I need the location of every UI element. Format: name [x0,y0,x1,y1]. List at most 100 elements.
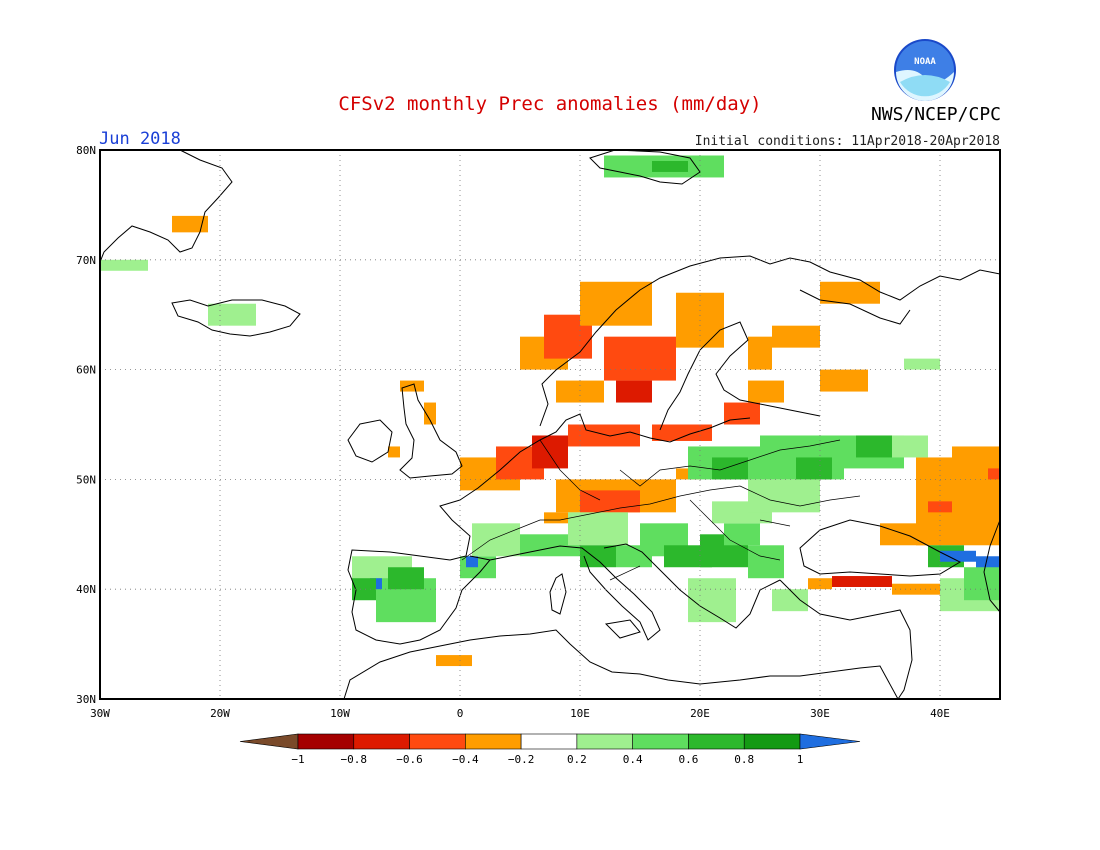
coast-sicily [604,619,641,639]
legend-tick-label: 0.2 [567,753,587,766]
anomaly-cell [532,435,568,469]
coast-italy [489,545,661,641]
anomaly-cell [820,281,880,304]
lon-tick-label: 10E [570,707,590,720]
legend-arrow-high [799,733,861,750]
coast-turkey [779,579,913,700]
legend-tick-label: 0.4 [623,753,643,766]
legend-tick-label: −0.8 [341,753,368,766]
anomaly-cell [832,576,892,588]
agency-label: NWS/NCEP/CPC [871,104,1001,125]
anomaly-cell [568,512,628,546]
anomaly-cell [892,435,928,458]
month-label: Jun 2018 [99,129,181,149]
legend-tick-label: −0.4 [452,753,479,766]
coast-white-sea [799,289,911,325]
anomaly-cell [940,550,976,562]
lat-tick-label: 80N [76,144,96,157]
lon-tick-label: 40E [930,707,950,720]
anomaly-cell [580,490,640,513]
legend-tick-label: 0.6 [679,753,699,766]
lat-tick-label: 40N [76,583,96,596]
anomaly-cell [688,578,736,623]
lon-tick-label: 30W [90,707,110,720]
anomaly-cell [856,435,892,458]
anomaly-cell [808,578,832,590]
longitude-labels: 30W 20W 10W 0 10E 20E 30E 40E [90,707,950,720]
anomaly-cell [724,523,760,546]
coast-svalbard [589,149,701,185]
anomaly-cell [352,578,376,601]
anomaly-cell [544,512,580,524]
coast-caspian [983,519,1001,613]
legend-swatch [688,733,745,750]
coast-iberia [347,549,491,645]
anomaly-cell [388,446,400,458]
legend-swatch [743,733,801,750]
lon-tick-label: 20W [210,707,230,720]
lat-tick-label: 70N [76,254,96,267]
legend-swatch [632,733,689,750]
noaa-logo-text: NOAA [914,57,936,67]
anomaly-cell [928,501,952,513]
coast-ireland [347,419,393,463]
lon-tick-label: 0 [457,707,464,720]
coast-black-sea [799,519,962,577]
noaa-logo-icon: NOAA [894,39,956,101]
lat-tick-label: 50N [76,473,96,486]
anomaly-cell [748,479,820,513]
anomaly-cell [748,336,772,370]
anomaly-cell [388,567,424,590]
anomaly-cell [466,556,478,568]
legend-swatch [297,733,355,750]
coast-gulf-bothnia [659,321,821,431]
color-legend: −1 −0.8 −0.6 −0.4 −0.2 0.2 0.4 0.6 0.8 1 [239,733,861,766]
legend-swatch [465,733,522,750]
legend-tick-label: −0.6 [396,753,423,766]
legend-arrow-low [239,733,299,750]
anomaly-cell [580,545,616,568]
anomaly-cell [904,358,940,370]
anomaly-cell [724,402,760,425]
legend-swatch [520,733,578,750]
legend-tick-label: −0.2 [508,753,535,766]
anomaly-cell [604,336,676,381]
map-panel: 30W 20W 10W 0 10E 20E 30E 40E 30N 40N 50N 60N 70N 80… [76,144,1001,720]
lon-tick-label: 20E [690,707,710,720]
legend-tick-label: 0.8 [734,753,754,766]
map-frame [99,149,1001,700]
anomaly-cell [712,457,748,480]
anomaly-cell [424,402,436,425]
coast-greenland [99,149,233,263]
map-title: CFSv2 monthly Prec anomalies (mm/day) [338,93,761,115]
legend-swatch [409,733,466,750]
legend-swatch [576,733,633,750]
coast-britain [399,383,463,479]
anomaly-cell [208,303,256,326]
anomaly-cell [820,369,868,392]
anomaly-cell [652,160,688,172]
coast-france-west [439,499,471,561]
anomaly-cell [568,424,640,447]
anomaly-cells [100,155,1000,667]
lon-tick-label: 10W [330,707,350,720]
lat-tick-label: 60N [76,364,96,377]
anomaly-cell [748,545,784,579]
anomaly-cell [772,325,820,348]
coast-north-europe [459,413,751,501]
ocean-background [100,150,1000,699]
coast-north-africa [343,629,899,700]
lat-tick-label: 30N [76,693,96,706]
anomaly-cell [436,655,472,667]
legend-tick-label: −1 [291,753,304,766]
anomaly-cell [172,215,208,233]
legend-tick-label: 1 [797,753,804,766]
anomaly-cell [748,380,784,403]
anomaly-cell [580,281,652,326]
anomaly-cell [400,380,424,392]
anomaly-cell [472,523,520,557]
anomaly-cell [988,468,1000,480]
legend-swatch [353,733,410,750]
anomaly-cell [892,583,952,595]
anomaly-cell [556,380,604,403]
